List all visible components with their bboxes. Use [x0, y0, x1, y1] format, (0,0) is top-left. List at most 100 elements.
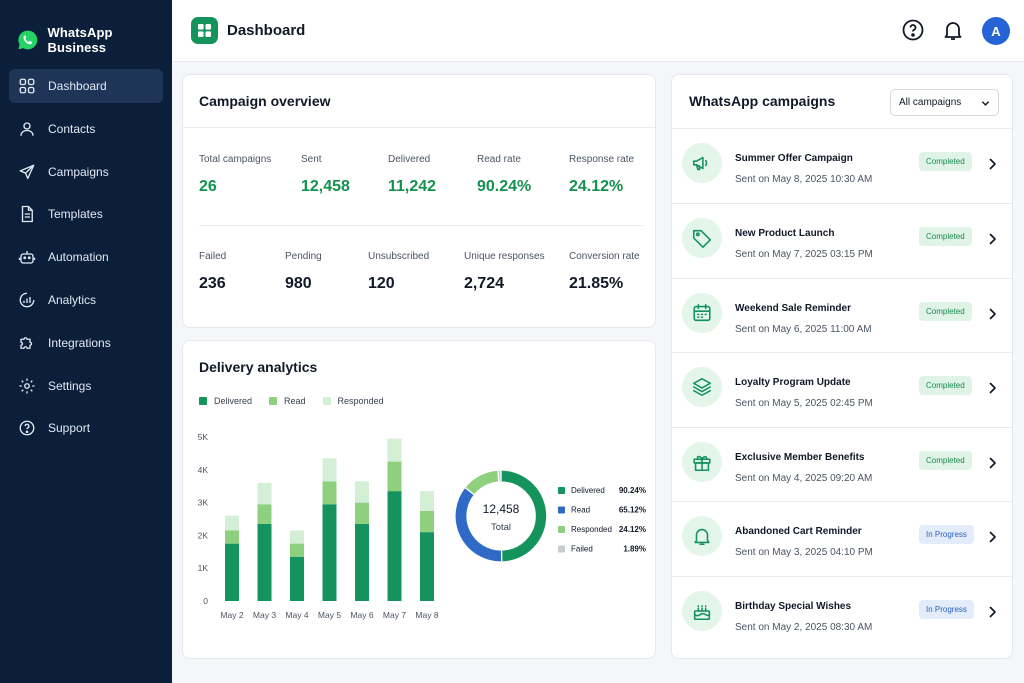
- bar-read-may-5: [322, 481, 337, 505]
- y-tick-label: 1K: [198, 563, 209, 573]
- campaign-row[interactable]: Birthday Special Wishes Sent on May 2, 20…: [672, 576, 1012, 650]
- stat-conversion-rate: Conversion rate 21.85%: [569, 251, 640, 293]
- sidebar-item-label: Campaigns: [48, 164, 109, 179]
- sidebar-item-contacts[interactable]: Contacts: [9, 112, 163, 146]
- donut-legend-value: 90.24%: [619, 486, 646, 495]
- chevron-right-icon[interactable]: [988, 382, 997, 394]
- campaign-row[interactable]: Loyalty Program Update Sent on May 5, 202…: [672, 352, 1012, 426]
- bar-read-may-3: [257, 504, 272, 524]
- campaign-date: Sent on May 3, 2025 04:10 PM: [735, 547, 873, 558]
- brand-name: WhatsApp Business: [47, 25, 113, 55]
- chevron-right-icon[interactable]: [988, 158, 997, 170]
- sidebar-item-integrations[interactable]: Integrations: [9, 326, 163, 360]
- donut-legend-swatch: [558, 487, 565, 494]
- legend-swatch: [199, 397, 207, 405]
- sidebar-item-templates[interactable]: Templates: [9, 197, 163, 231]
- y-tick-label: 4K: [198, 465, 209, 475]
- campaign-icon-badge: [682, 218, 722, 258]
- donut-center-label: Total: [491, 522, 511, 533]
- sidebar-item-label: Settings: [48, 378, 92, 393]
- sidebar-item-label: Contacts: [48, 121, 96, 136]
- stat-value: 21.85%: [569, 275, 624, 292]
- status-badge: Completed: [919, 302, 972, 321]
- page-title: Dashboard: [227, 22, 306, 39]
- campaign-overview-card: Campaign overview Total campaigns 26 Sen…: [182, 74, 656, 328]
- chevron-right-icon[interactable]: [988, 457, 997, 469]
- chevron-right-icon[interactable]: [988, 308, 997, 320]
- tag-icon: [692, 229, 712, 248]
- stat-value: 11,242: [388, 178, 437, 195]
- stat-value: 26: [199, 178, 217, 195]
- donut-slice-responded: [464, 469, 500, 496]
- campaign-row[interactable]: Summer Offer Campaign Sent on May 8, 2025…: [672, 128, 1012, 202]
- stat-response-rate: Response rate 24.12%: [569, 154, 634, 196]
- donut-legend-value: 24.12%: [619, 525, 646, 534]
- stat-label: Delivered: [388, 154, 431, 165]
- donut-legend-label: Delivered: [571, 486, 605, 495]
- stat-value: 90.24%: [477, 178, 532, 195]
- legend-item-delivered: Delivered: [199, 396, 252, 406]
- help-icon[interactable]: [901, 18, 925, 42]
- sidebar-item-campaigns[interactable]: Campaigns: [9, 155, 163, 189]
- donut-legend-swatch: [558, 506, 565, 514]
- brand[interactable]: WhatsApp Business: [0, 0, 172, 60]
- campaign-row[interactable]: New Product Launch Sent on May 7, 2025 03…: [672, 203, 1012, 277]
- gift-icon: [693, 455, 711, 472]
- campaign-filter-select[interactable]: All campaigns: [890, 89, 999, 116]
- bar-read-may-6: [355, 502, 369, 524]
- campaign-date: Sent on May 5, 2025 02:45 PM: [735, 398, 873, 409]
- bar-delivered-may-2: [225, 543, 239, 601]
- stat-label: Unsubscribed: [368, 251, 430, 262]
- help-icon: [19, 420, 35, 436]
- stat-value: 12,458: [301, 178, 350, 195]
- card-title: WhatsApp campaigns: [689, 93, 836, 109]
- delivery-analytics-card: Delivery analytics Delivered Read Respon…: [182, 340, 656, 659]
- donut-legend-label: Failed: [571, 545, 593, 554]
- bar-read-may-7: [387, 461, 402, 492]
- stat-unique-responses: Unique responses 2,724: [464, 251, 545, 293]
- campaign-icon-badge: [682, 143, 722, 183]
- campaign-name: Exclusive Member Benefits: [735, 452, 865, 463]
- bar-responded-may-6: [355, 481, 369, 503]
- status-badge: Completed: [919, 451, 972, 470]
- megaphone-icon: [692, 156, 708, 171]
- sidebar-item-label: Dashboard: [48, 79, 107, 93]
- donut-legend-value: 1.89%: [623, 545, 646, 554]
- stat-label: Failed: [199, 251, 227, 262]
- bell-icon[interactable]: [941, 18, 965, 42]
- chevron-right-icon[interactable]: [988, 531, 997, 543]
- sidebar-item-analytics[interactable]: Analytics: [9, 283, 163, 317]
- campaign-icon-badge: [682, 442, 722, 482]
- layers-icon: [692, 377, 712, 397]
- avatar[interactable]: A: [982, 17, 1010, 45]
- card-title: Delivery analytics: [199, 359, 318, 375]
- sidebar-item-automation[interactable]: Automation: [9, 240, 163, 274]
- bar-read-may-8: [420, 510, 434, 533]
- status-badge: Completed: [919, 376, 972, 395]
- stat-value: 2,724: [464, 275, 505, 292]
- cake-icon: [693, 605, 711, 621]
- sidebar-item-support[interactable]: Support: [9, 411, 163, 445]
- chevron-right-icon[interactable]: [988, 233, 997, 245]
- sidebar-item-dashboard[interactable]: Dashboard: [9, 69, 163, 103]
- campaign-row[interactable]: Weekend Sale Reminder Sent on May 6, 2025…: [672, 278, 1012, 352]
- campaign-icon-badge: [682, 591, 722, 631]
- campaign-row[interactable]: Exclusive Member Benefits Sent on May 4, …: [672, 427, 1012, 501]
- donut-legend-value: 65.12%: [619, 506, 646, 515]
- stat-value: 120: [368, 275, 395, 292]
- bar-read-may-4: [290, 543, 304, 557]
- chevron-right-icon[interactable]: [988, 606, 997, 618]
- y-tick-label: 5K: [198, 432, 209, 442]
- select-value: All campaigns: [899, 97, 962, 108]
- legend-swatch: [322, 397, 331, 405]
- calendar-icon: [693, 303, 711, 322]
- campaign-name: Loyalty Program Update: [735, 377, 851, 388]
- robot-icon: [18, 251, 36, 264]
- x-tick-label: May 7: [383, 610, 406, 620]
- sidebar-item-settings[interactable]: Settings: [9, 369, 163, 403]
- legend-label: Responded: [337, 396, 384, 406]
- campaign-row[interactable]: Abandoned Cart Reminder Sent on May 3, 20…: [672, 501, 1012, 575]
- divider: [199, 225, 643, 226]
- x-tick-label: May 5: [318, 610, 341, 620]
- puzzle-icon: [20, 336, 33, 349]
